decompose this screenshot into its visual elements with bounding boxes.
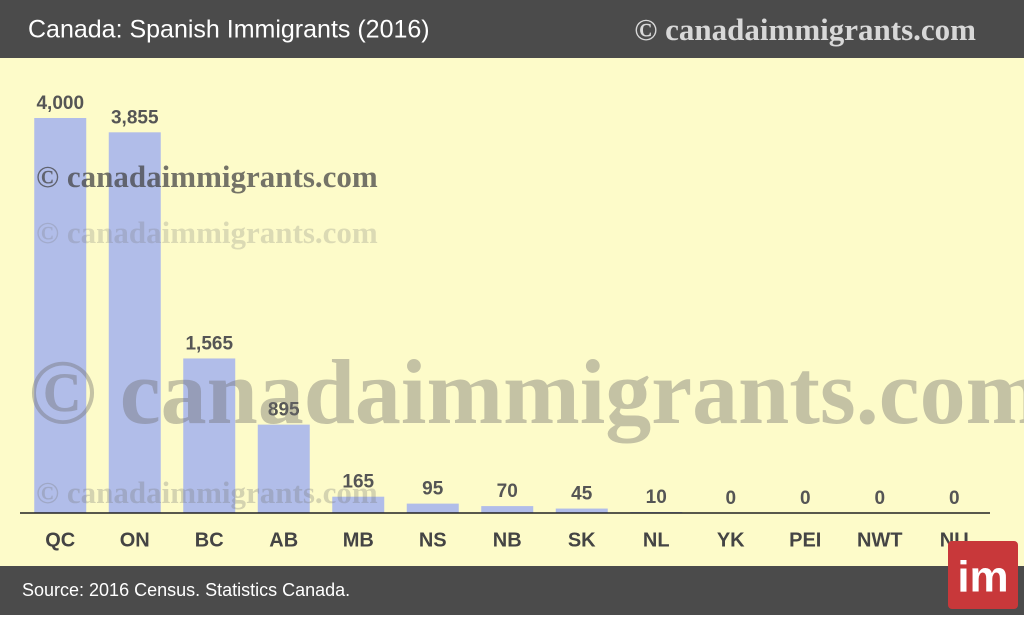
bar — [555, 508, 608, 513]
chart-title: Canada: Spanish Immigrants (2016) — [28, 16, 430, 44]
bar — [183, 358, 236, 513]
x-tick-label: MB — [343, 529, 374, 551]
bar — [257, 424, 310, 513]
bar — [406, 503, 459, 513]
value-label: 0 — [800, 488, 811, 509]
value-label: 0 — [874, 488, 885, 509]
value-label: 895 — [268, 400, 300, 421]
value-label: 4,000 — [36, 93, 84, 114]
x-tick-label: ON — [120, 529, 150, 551]
watermark: © canadaimmigrants.com — [36, 475, 378, 510]
watermark: © canadaimmigrants.com — [28, 341, 1024, 443]
value-label: 0 — [725, 488, 736, 509]
source-note: Source: 2016 Census. Statistics Canada. — [22, 580, 350, 600]
x-tick-label: NS — [419, 529, 447, 551]
value-label: 95 — [422, 479, 444, 500]
bar — [108, 132, 161, 513]
value-label: 0 — [949, 488, 960, 509]
value-label: 1,565 — [185, 333, 233, 354]
x-tick-label: YK — [717, 529, 745, 551]
value-label: 3,855 — [111, 107, 159, 128]
value-label: 70 — [497, 481, 518, 502]
watermark: © canadaimmigrants.com — [36, 159, 378, 194]
header-bar — [0, 0, 1024, 58]
bar — [332, 496, 385, 513]
x-tick-label: PEI — [789, 529, 821, 551]
x-tick-label: NB — [493, 529, 522, 551]
bar — [481, 506, 534, 513]
plot: 4,000 QC 3,855 ON 1,565 BC 895 AB 165 MB 95 NS 70 NB 4… — [20, 93, 1024, 551]
x-tick-label: NL — [643, 529, 670, 551]
bar — [34, 118, 87, 513]
watermark: © canadaimmigrants.com — [36, 215, 378, 250]
x-tick-label: SK — [568, 529, 596, 551]
logo-box — [948, 541, 1018, 609]
x-tick-label: BC — [195, 529, 224, 551]
x-tick-label: NWT — [857, 529, 903, 551]
footer-bar — [0, 566, 1024, 615]
logo-text: im — [957, 553, 1008, 602]
value-label: 10 — [646, 487, 667, 508]
value-label: 165 — [342, 472, 374, 493]
header-watermark: © canadaimmigrants.com — [634, 12, 976, 47]
x-tick-label: AB — [269, 529, 298, 551]
value-label: 45 — [571, 484, 593, 505]
x-tick-label: QC — [45, 529, 75, 551]
